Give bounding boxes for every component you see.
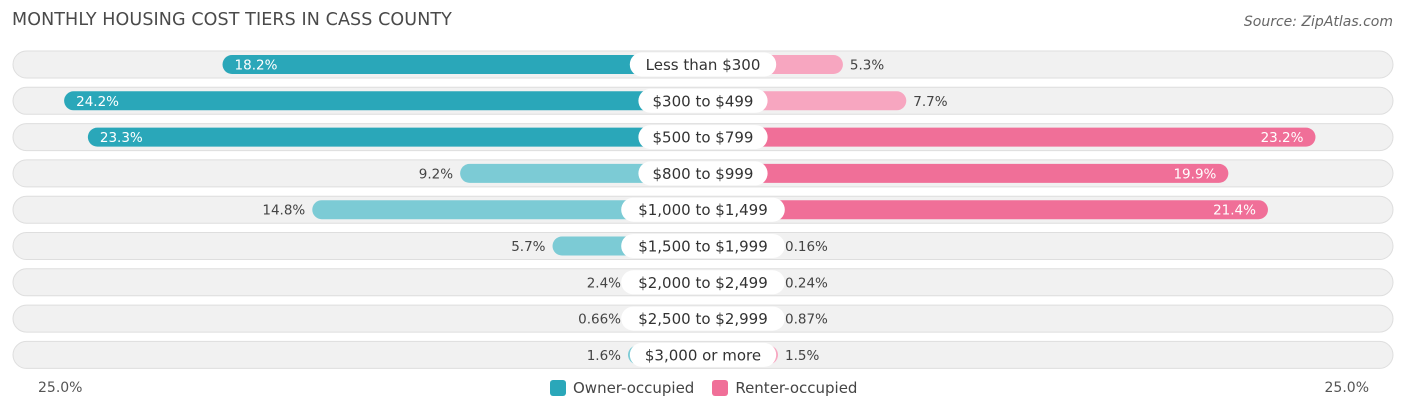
legend-swatch-renter [712,380,729,396]
owner-value-label: 24.2% [76,94,119,110]
renter-value-label: 0.24% [785,275,828,291]
renter-value-label: 0.87% [785,312,828,328]
renter-value-label: 19.9% [1173,166,1216,182]
owner-value-label: 5.7% [511,239,545,255]
owner-value-label: 2.4% [587,275,621,291]
chart-title: MONTHLY HOUSING COST TIERS IN CASS COUNT… [12,10,452,30]
category-label: $1,500 to $1,999 [638,238,768,256]
axis-label-left: 25.0% [38,380,83,396]
renter-value-label: 7.7% [913,94,947,110]
renter-value-label: 1.5% [785,348,819,364]
axis-label-right: 25.0% [1324,380,1369,396]
renter-bar [703,200,1268,220]
category-label: $2,500 to $2,999 [638,310,768,328]
legend-item-owner: Owner-occupied [550,379,694,397]
category-pill [621,234,785,258]
category-label: $800 to $999 [653,165,754,183]
category-pill [638,125,768,150]
category-label: Less than $300 [646,56,761,74]
category-label: $1,000 to $1,499 [638,201,768,219]
renter-bar [703,163,1229,183]
owner-bar [64,91,704,111]
legend-swatch-owner [550,380,566,396]
category-pill [629,342,777,367]
renter-value-label: 21.4% [1213,203,1256,219]
legend-label-renter: Renter-occupied [735,379,858,397]
renter-bar [703,127,1316,147]
category-pill [638,88,768,113]
category-pill [621,306,785,331]
legend-label-owner: Owner-occupied [573,379,695,397]
renter-value-label: 0.16% [785,239,828,255]
category-label: $500 to $799 [653,129,754,147]
chart-source: Source: ZipAtlas.com [1243,14,1393,30]
renter-value-label: 5.3% [850,58,884,74]
owner-value-label: 18.2% [235,58,278,74]
owner-value-label: 1.6% [587,348,621,364]
owner-bar [312,200,703,220]
owner-value-label: 23.3% [100,130,143,146]
legend-item-renter: Renter-occupied [712,379,857,397]
owner-value-label: 14.8% [262,203,305,219]
category-pill [629,52,777,77]
category-label: $2,000 to $2,499 [638,274,768,292]
category-pill [638,161,768,186]
category-pill [621,270,785,295]
category-label: $3,000 or more [645,346,761,364]
owner-bar [222,55,703,74]
renter-value-label: 23.2% [1261,130,1304,146]
category-pill [621,197,785,222]
owner-value-label: 9.2% [419,166,453,182]
category-label: $300 to $499 [653,92,754,110]
owner-value-label: 0.66% [578,312,621,328]
legend: Owner-occupied Renter-occupied [550,379,857,397]
owner-bar [87,127,703,147]
